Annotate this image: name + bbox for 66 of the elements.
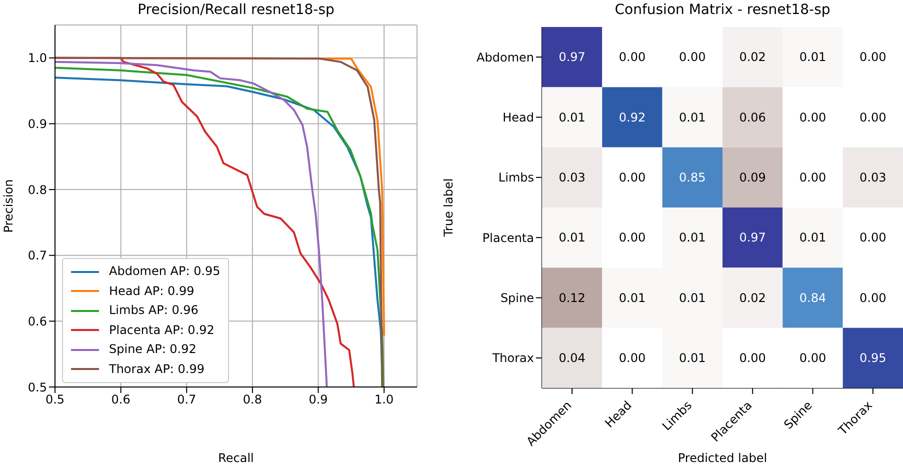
x-axis-title: Predicted label [678, 451, 768, 464]
data-label: 0.00 [799, 110, 826, 124]
data-label: 0.00 [799, 350, 826, 365]
data-label: 0.02 [739, 290, 766, 305]
data-label: 0.12 [558, 290, 586, 305]
y-tick-label: Thorax [491, 351, 534, 366]
data-label: 0.02 [739, 50, 766, 64]
legend-label: Head AP: 0.99 [109, 282, 194, 300]
data-label: 0.00 [618, 50, 646, 64]
data-label: 0.01 [679, 350, 706, 365]
data-label: 0.00 [618, 170, 646, 184]
x-tick-label: 0.7 [177, 392, 196, 407]
y-axis-title: Precision [1, 179, 16, 233]
data-label: 0.85 [679, 170, 706, 184]
data-label: 0.97 [558, 50, 586, 64]
y-tick-label: 0.8 [28, 182, 47, 197]
data-label: 0.01 [558, 110, 586, 124]
data-label: 0.06 [739, 110, 766, 124]
data-label: 0.00 [860, 230, 886, 245]
data-label: 0.00 [618, 230, 646, 245]
data-label: 0.00 [860, 290, 886, 305]
y-tick-label: 0.9 [28, 116, 47, 131]
data-label: 0.01 [558, 230, 586, 245]
y-tick-label: 1.0 [28, 51, 47, 66]
data-label: 0.01 [799, 230, 826, 245]
legend-label: Spine AP: 0.92 [109, 341, 196, 358]
x-tick-label: 0.9 [308, 392, 328, 407]
data-label: 0.09 [739, 170, 766, 184]
x-tick-label: 0.5 [45, 392, 65, 407]
legend-label: Abdomen AP: 0.95 [109, 263, 220, 280]
data-label: 0.01 [618, 290, 646, 305]
x-tick-label: 0.8 [242, 392, 262, 407]
data-label: 0.95 [860, 350, 886, 365]
data-label: 0.01 [679, 230, 706, 245]
data-label: 0.00 [679, 50, 706, 64]
x-axis-title: Recall [218, 451, 254, 464]
y-tick-label: Limbs [498, 170, 534, 185]
y-tick-label: Spine [500, 291, 534, 306]
legend-label: Placenta AP: 0.92 [109, 322, 214, 338]
y-axis-title: True label [441, 178, 456, 238]
data-label: 0.00 [860, 110, 886, 124]
legend-label: Thorax AP: 0.99 [109, 360, 205, 378]
y-tick-label: Head [502, 110, 534, 125]
y-tick-label: Abdomen [476, 50, 534, 64]
y-tick-label: 0.7 [28, 248, 47, 263]
y-tick-label: 0.5 [28, 380, 47, 394]
data-label: 0.00 [860, 50, 886, 64]
x-tick-label: 0.6 [111, 392, 130, 407]
data-label: 0.01 [679, 110, 706, 124]
data-label: 0.00 [799, 170, 826, 184]
data-label: 0.04 [558, 350, 586, 365]
chart-title: Precision/Recall resnet18-sp [136, 2, 336, 18]
y-tick-label: 0.6 [28, 314, 47, 328]
legend-label: Limbs AP: 0.96 [109, 302, 198, 319]
data-label: 0.03 [558, 170, 586, 184]
data-label: 0.01 [679, 290, 706, 305]
data-label: 0.01 [799, 50, 826, 64]
data-label: 0.97 [739, 230, 766, 245]
x-tick-label: 1.0 [374, 392, 394, 407]
data-label: 0.92 [618, 110, 646, 124]
y-tick-label: Placenta [482, 230, 534, 245]
data-label: 0.00 [618, 350, 646, 365]
chart-title: Confusion Matrix - resnet18-sp [614, 2, 832, 18]
data-label: 0.03 [860, 170, 886, 184]
data-label: 0.84 [799, 290, 826, 305]
data-label: 0.00 [739, 350, 766, 365]
